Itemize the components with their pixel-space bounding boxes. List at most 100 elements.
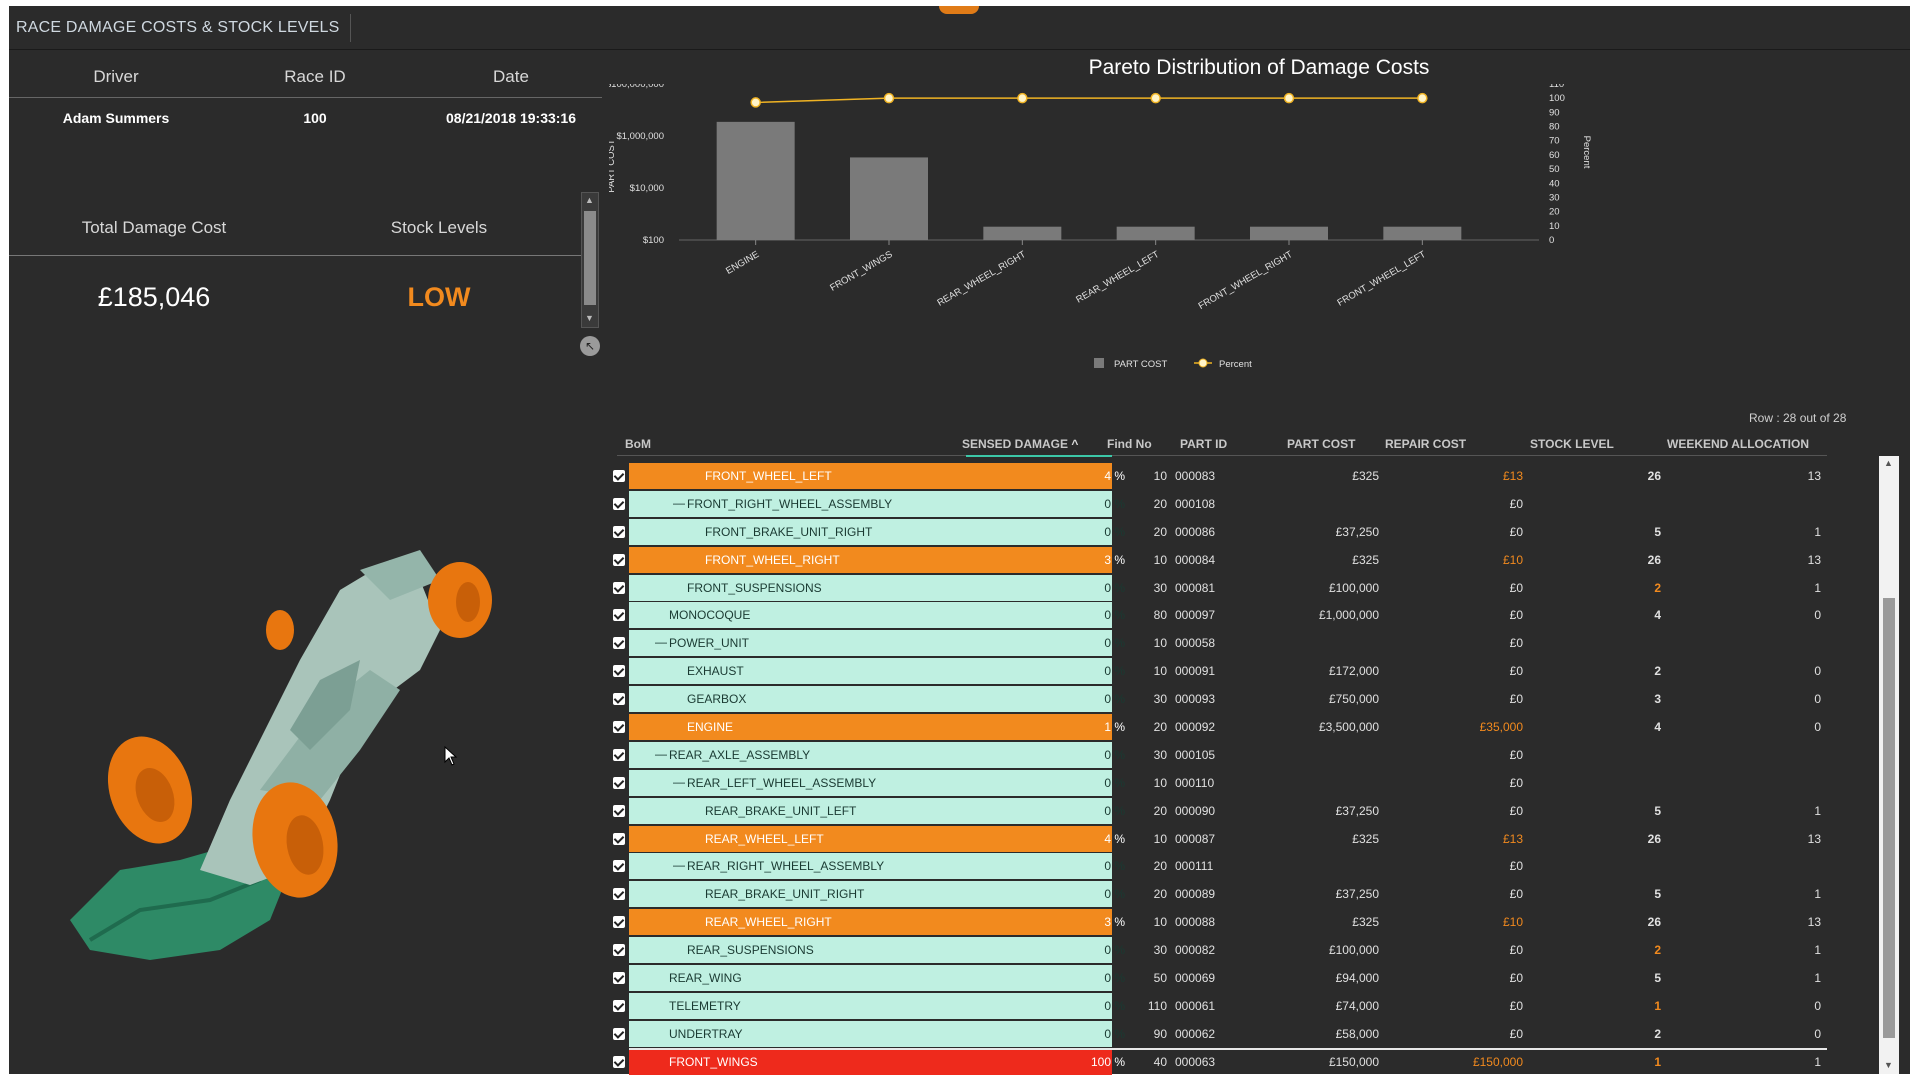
row-checkbox[interactable] (613, 1055, 625, 1068)
bom-cell[interactable]: — REAR_LEFT_WHEEL_ASSEMBLY 0 % (629, 769, 1125, 796)
collapse-icon[interactable]: — (655, 635, 667, 650)
row-checkbox[interactable] (613, 637, 625, 650)
col-find-no[interactable]: Find No (1107, 437, 1152, 451)
percent-point (1417, 92, 1428, 104)
table-row[interactable]: ENGINE 1 % 20 000092 £3,500,000 £35,000 4 0 (605, 713, 1827, 741)
pull-down-tab[interactable] (939, 6, 979, 14)
table-row[interactable]: FRONT_WHEEL_LEFT 4 % 10 000083 £325 £13 26 13 (605, 462, 1827, 490)
table-row[interactable]: — REAR_AXLE_ASSEMBLY 0 % 30 000105 £0 (605, 741, 1827, 769)
row-checkbox[interactable] (613, 497, 625, 510)
row-checkbox[interactable] (613, 972, 625, 985)
collapse-icon[interactable]: — (655, 746, 667, 761)
col-weekend-allocation[interactable]: WEEKEND ALLOCATION (1667, 437, 1809, 451)
table-row[interactable]: MONOCOQUE 0 % 80 000097 £1,000,000 £0 4 0 (605, 601, 1827, 629)
row-checkbox[interactable] (613, 525, 625, 538)
table-row[interactable]: REAR_WHEEL_LEFT 4 % 10 000087 £325 £13 26 13 (605, 825, 1827, 853)
bom-cell[interactable]: REAR_BRAKE_UNIT_LEFT 0 % (629, 797, 1125, 824)
collapse-icon[interactable]: — (673, 858, 685, 873)
bom-cell[interactable]: EXHAUST 0 % (629, 658, 1125, 685)
col-part-id[interactable]: PART ID (1180, 437, 1228, 451)
row-checkbox[interactable] (613, 665, 625, 678)
table-row[interactable]: UNDERTRAY 0 % 90 000062 £58,000 £0 2 0 (605, 1020, 1827, 1048)
table-row[interactable]: — FRONT_RIGHT_WHEEL_ASSEMBLY 0 % 20 000108 £0 (605, 490, 1827, 518)
table-row[interactable]: FRONT_BRAKE_UNIT_RIGHT 0 % 20 000086 £37,250… (605, 518, 1827, 546)
col-stock-level[interactable]: STOCK LEVEL (1530, 437, 1614, 451)
row-checkbox[interactable] (613, 748, 625, 761)
table-row[interactable]: REAR_BRAKE_UNIT_RIGHT 0 % 20 000089 £37,250 £… (605, 880, 1827, 908)
row-checkbox[interactable] (613, 1027, 625, 1040)
table-row[interactable]: TELEMETRY 0 % 110 000061 £74,000 £0 1 0 (605, 992, 1827, 1020)
bom-cell[interactable]: ENGINE 1 % (629, 714, 1125, 741)
table-scroll-down-icon[interactable]: ▼ (1884, 1060, 1893, 1070)
scroll-down-icon[interactable]: ▼ (585, 313, 594, 323)
sensed-damage-value: 0 % (1104, 692, 1125, 707)
row-checkbox[interactable] (613, 581, 625, 594)
reset-view-button[interactable]: ↖ (580, 336, 600, 356)
row-checkbox[interactable] (613, 999, 625, 1012)
row-checkbox[interactable] (613, 860, 625, 873)
car-3d-model[interactable] (60, 540, 540, 980)
repair-cost-value: £0 (1509, 524, 1523, 539)
table-row[interactable]: FRONT_WHEEL_RIGHT 3 % 10 000084 £325 £10 26 13 (605, 546, 1827, 574)
table-row[interactable]: GEARBOX 0 % 30 000093 £750,000 £0 3 0 (605, 685, 1827, 713)
part-cost-value: £325 (1352, 469, 1379, 483)
find-no-value: 110 (1147, 998, 1167, 1013)
table-row[interactable]: REAR_SUSPENSIONS 0 % 30 000082 £100,000 £0 2 1 (605, 936, 1827, 964)
row-checkbox[interactable] (613, 804, 625, 817)
bom-cell[interactable]: REAR_SUSPENSIONS 0 % (629, 937, 1125, 964)
scroll-thumb[interactable] (584, 211, 596, 305)
table-row[interactable]: — REAR_LEFT_WHEEL_ASSEMBLY 0 % 10 000110 £0 (605, 769, 1827, 797)
bom-cell[interactable]: REAR_WING 0 % (629, 965, 1125, 992)
bom-cell[interactable]: FRONT_SUSPENSIONS 0 % (629, 574, 1125, 601)
bom-cell[interactable]: FRONT_BRAKE_UNIT_RIGHT 0 % (629, 518, 1125, 545)
bom-cell[interactable]: GEARBOX 0 % (629, 686, 1125, 713)
col-repair-cost[interactable]: REPAIR COST (1385, 437, 1467, 451)
col-sensed-damage[interactable]: SENSED DAMAGE ^ (962, 437, 1079, 451)
row-checkbox[interactable] (613, 832, 625, 845)
table-scroll-thumb[interactable] (1883, 598, 1895, 1038)
table-row[interactable]: FRONT_WINGS 100 % 40 000063 £150,000 £150,000… (605, 1048, 1827, 1076)
bom-cell[interactable]: MONOCOQUE 0 % (629, 602, 1125, 629)
table-row[interactable]: REAR_WING 0 % 50 000069 £94,000 £0 5 1 (605, 964, 1827, 992)
sensed-damage-value: 100 % (1090, 1054, 1125, 1069)
bom-cell[interactable]: REAR_WHEEL_LEFT 4 % (629, 825, 1125, 852)
row-checkbox[interactable] (613, 693, 625, 706)
bom-cell[interactable]: FRONT_WHEEL_LEFT 4 % (629, 463, 1125, 489)
table-scroll-up-icon[interactable]: ▲ (1884, 458, 1893, 468)
table-row[interactable]: REAR_WHEEL_RIGHT 3 % 10 000088 £325 £10 26 13 (605, 908, 1827, 936)
row-checkbox[interactable] (613, 916, 625, 929)
row-checkbox[interactable] (613, 888, 625, 901)
stock-level-value: 5 (1654, 524, 1661, 539)
row-checkbox[interactable] (613, 721, 625, 734)
bom-cell[interactable]: REAR_BRAKE_UNIT_RIGHT 0 % (629, 881, 1125, 908)
row-checkbox[interactable] (613, 609, 625, 622)
y-right-tick-label: 90 (1549, 107, 1560, 118)
table-row[interactable]: — POWER_UNIT 0 % 10 000058 £0 (605, 629, 1827, 657)
bom-cell[interactable]: TELEMETRY 0 % (629, 992, 1125, 1019)
sort-ascending-icon[interactable]: ^ (1071, 437, 1079, 451)
row-checkbox[interactable] (613, 553, 625, 566)
kpi-scrollbar[interactable]: ▲ ▼ (581, 192, 599, 328)
part-cost-value: £37,250 (1335, 887, 1379, 902)
table-row[interactable]: FRONT_SUSPENSIONS 0 % 30 000081 £100,000 £0 2 1 (605, 574, 1827, 602)
table-scrollbar[interactable]: ▲ ▼ (1879, 456, 1899, 1074)
bom-cell[interactable]: FRONT_WINGS 100 % (629, 1048, 1125, 1075)
collapse-icon[interactable]: — (673, 495, 685, 510)
bom-cell[interactable]: — REAR_RIGHT_WHEEL_ASSEMBLY 0 % (629, 853, 1125, 880)
table-row[interactable]: EXHAUST 0 % 10 000091 £172,000 £0 2 0 (605, 657, 1827, 685)
table-row[interactable]: — REAR_RIGHT_WHEEL_ASSEMBLY 0 % 20 000111 £0 (605, 852, 1827, 880)
bom-cell[interactable]: UNDERTRAY 0 % (629, 1020, 1125, 1047)
row-checkbox[interactable] (613, 470, 625, 482)
scroll-up-icon[interactable]: ▲ (585, 195, 594, 205)
bom-cell[interactable]: FRONT_WHEEL_RIGHT 3 % (629, 546, 1125, 573)
table-row[interactable]: REAR_BRAKE_UNIT_LEFT 0 % 20 000090 £37,250 £0… (605, 797, 1827, 825)
row-checkbox[interactable] (613, 776, 625, 789)
collapse-icon[interactable]: — (673, 774, 685, 789)
row-checkbox[interactable] (613, 944, 625, 957)
col-part-cost[interactable]: PART COST (1287, 437, 1356, 451)
bom-cell[interactable]: — REAR_AXLE_ASSEMBLY 0 % (629, 741, 1125, 768)
bom-cell[interactable]: — POWER_UNIT 0 % (629, 630, 1125, 657)
col-bom[interactable]: BoM (625, 437, 651, 451)
bom-cell[interactable]: REAR_WHEEL_RIGHT 3 % (629, 909, 1125, 936)
bom-cell[interactable]: — FRONT_RIGHT_WHEEL_ASSEMBLY 0 % (629, 490, 1125, 517)
